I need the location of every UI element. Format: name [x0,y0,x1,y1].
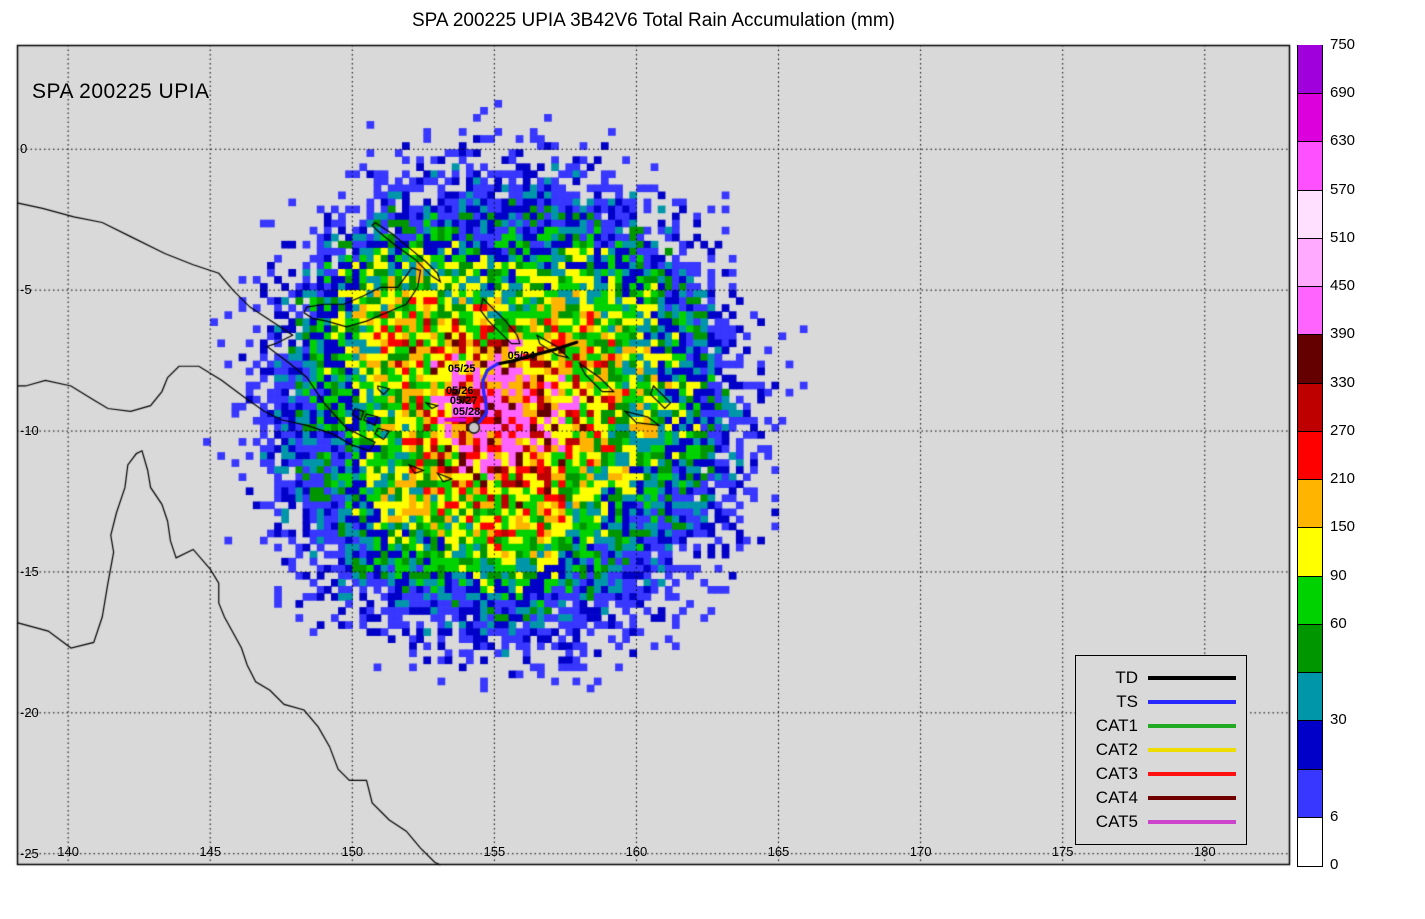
colorbar-segment-210 [1298,430,1322,481]
colorbar-tick-label-270: 270 [1330,421,1356,439]
legend-line-cat4 [1148,796,1236,800]
colorbar-segment-570 [1298,140,1322,191]
colorbar-tick-label-630: 630 [1330,132,1356,150]
colorbar-tick-label-510: 510 [1330,228,1356,246]
colorbar-tick-label-690: 690 [1330,84,1356,102]
colorbar-segment-0 [1298,817,1322,866]
legend-label-cat4: CAT4 [1095,788,1138,807]
track-date-label-05-26: 05/26 [445,384,474,397]
track-date-label-05-24: 05/24 [507,349,536,362]
lat-tick-label--20: -20 [20,704,39,720]
colorbar-segment-450 [1298,237,1322,288]
colorbar-tick-label-570: 570 [1330,180,1356,198]
legend-label-ts: TS [1116,692,1138,711]
colorbar-segment-330 [1298,333,1322,384]
lat-tick-label--5: -5 [20,282,32,298]
legend-label-cat5: CAT5 [1095,812,1138,831]
legend-label-td: TD [1115,668,1138,687]
colorbar-segment-60 [1298,575,1322,625]
colorbar-segment-90 [1298,526,1322,577]
colorbar [1297,44,1323,867]
legend-line-cat2 [1148,748,1236,752]
colorbar-tick-label-210: 210 [1330,470,1356,488]
colorbar-segment-150 [1298,478,1322,529]
lon-tick-label-145: 145 [199,844,222,859]
colorbar-segment-45 [1298,623,1322,674]
colorbar-segment-30 [1298,671,1322,722]
legend-row-cat4: CAT4 [1086,786,1236,810]
legend-row-cat1: CAT1 [1086,714,1236,738]
colorbar-tick-label-450: 450 [1330,277,1356,295]
legend-row-ts: TS [1086,690,1236,714]
colorbar-tick-label-0: 0 [1330,856,1339,873]
legend-label-cat1: CAT1 [1095,716,1138,735]
legend-row-cat2: CAT2 [1086,738,1236,762]
track-date-label-05-27: 05/27 [449,395,478,408]
legend-label-cat3: CAT3 [1095,764,1138,783]
colorbar-segment-510 [1298,189,1322,239]
lon-tick-label-170: 170 [909,844,932,859]
lat-tick-label-0: 0 [20,141,28,157]
colorbar-segment-390 [1298,285,1322,336]
lon-tick-label-180: 180 [1193,844,1216,859]
colorbar-segment-6 [1298,768,1322,818]
lon-tick-label-165: 165 [767,844,790,859]
track-legend: TD TS CAT1 CAT2 CAT3 CAT4 CAT5 [1075,655,1247,845]
lon-tick-label-175: 175 [1051,844,1074,859]
colorbar-segment-18 [1298,719,1322,770]
colorbar-segment-270 [1298,382,1322,432]
colorbar-tick-label-330: 330 [1330,373,1356,391]
lon-tick-label-150: 150 [341,844,364,859]
legend-row-cat3: CAT3 [1086,762,1236,786]
lon-tick-label-155: 155 [483,844,506,859]
colorbar-segment-630 [1298,92,1322,143]
colorbar-tick-label-60: 60 [1330,614,1347,632]
legend-label-cat2: CAT2 [1095,740,1138,759]
colorbar-segment-690 [1298,44,1322,95]
lat-tick-label--25: -25 [20,845,39,861]
track-date-label-05-25: 05/25 [447,363,476,376]
legend-row-td: TD [1086,666,1236,690]
colorbar-tick-label-6: 6 [1330,807,1339,825]
legend-line-td [1148,676,1236,680]
colorbar-tick-label-150: 150 [1330,518,1356,536]
legend-line-cat3 [1148,772,1236,776]
legend-line-cat5 [1148,820,1236,824]
track-date-label-05-28: 05/28 [452,405,481,418]
legend-line-ts [1148,700,1236,704]
lon-tick-label-160: 160 [625,844,648,859]
lat-tick-label--15: -15 [20,563,39,579]
colorbar-tick-label-390: 390 [1330,325,1356,343]
colorbar-tick-label-90: 90 [1330,566,1347,584]
lat-tick-label--10: -10 [20,423,39,439]
storm-id-label: SPA 200225 UPIA [32,80,210,103]
colorbar-tick-label-30: 30 [1330,711,1347,729]
legend-line-cat1 [1148,724,1236,728]
lon-tick-label-140: 140 [57,844,79,859]
colorbar-tick-label-750: 750 [1330,36,1356,53]
legend-row-cat5: CAT5 [1086,810,1236,834]
